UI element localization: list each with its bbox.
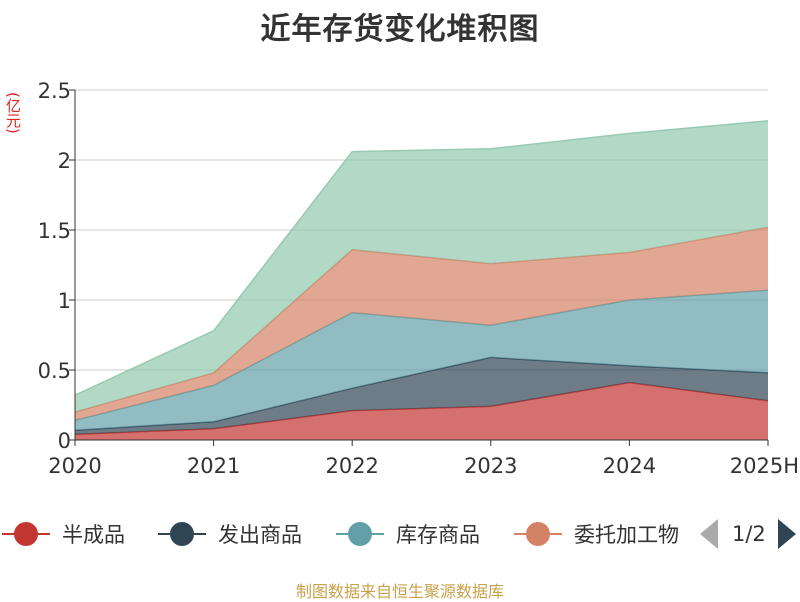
x-tick-label: 2024 [603,454,656,478]
stacked-area-chart: 0 0.5 1 1.5 2 2.5 2020 2021 2022 2023 2024 2025H [38,79,799,478]
legend-item[interactable]: 委托加工物 [514,512,679,556]
legend-label: 委托加工物 [574,523,679,547]
area-series-2 [75,357,768,435]
chart-legend: 半成品 发出商品 库存商品 委托加工物 [0,512,800,556]
legend-marker-icon [2,522,50,546]
area-series-3 [75,290,768,431]
legend-label: 发出商品 [218,523,302,547]
legend-item[interactable]: 发出商品 [158,512,302,556]
x-tick-label: 2021 [187,454,240,478]
area-series-1 [75,382,768,440]
y-tick-label: 2.5 [38,79,71,103]
legend-page-indicator: 1/2 [732,522,766,546]
y-tick-label: 1 [58,289,71,313]
x-tick-label: 2020 [48,454,101,478]
y-axis-unit-label: (亿元) [4,92,22,134]
y-tick-label: 0.5 [38,359,71,383]
x-tick-label: 2023 [464,454,517,478]
legend-label: 库存商品 [396,523,480,547]
legend-pager: 1/2 [700,512,796,556]
legend-item[interactable]: 库存商品 [336,512,480,556]
chart-title: 近年存货变化堆积图 [260,12,540,47]
area-series-4 [75,227,768,421]
data-source-note: 制图数据来自恒生聚源数据库 [295,582,504,601]
legend-marker-icon [514,522,562,546]
legend-marker-icon [158,522,206,546]
legend-label: 半成品 [62,523,125,547]
legend-marker-icon [336,522,384,546]
y-tick-label: 2 [58,149,71,173]
legend-prev-page-icon[interactable] [700,519,718,549]
x-tick-label: 2025H [730,454,799,478]
y-tick-label: 0 [58,429,71,453]
legend-item[interactable]: 半成品 [2,512,125,556]
legend-next-page-icon[interactable] [777,519,796,549]
y-tick-label: 1.5 [38,219,71,243]
series-line-5 [74,120,769,396]
area-series-5 [75,120,768,413]
x-tick-label: 2022 [325,454,378,478]
